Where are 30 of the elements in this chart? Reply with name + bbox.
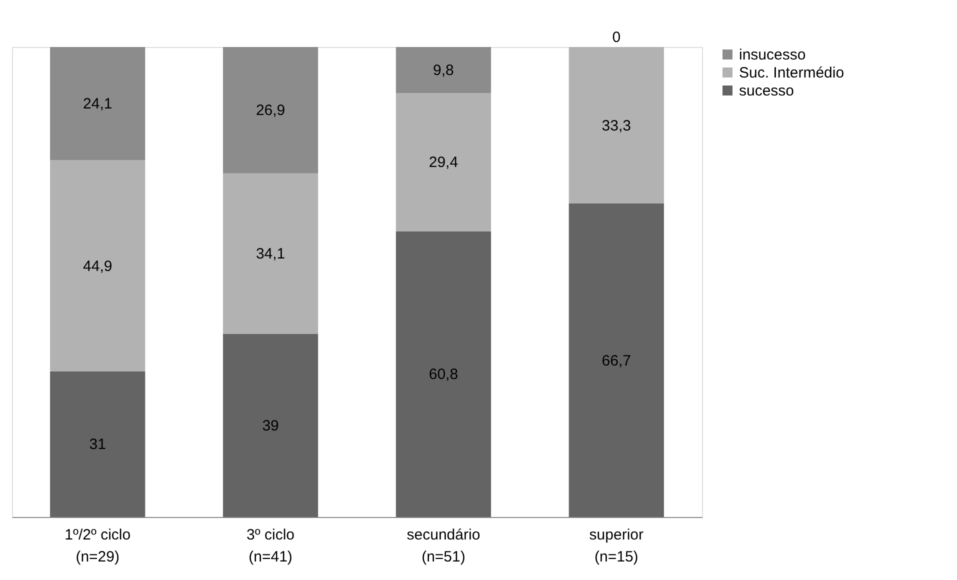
x-tick-label: secundário (n=51) [406,526,480,566]
data-label: 31 [89,436,106,454]
data-label: 26,9 [256,102,286,120]
bar [396,47,492,94]
bar [568,47,664,204]
x-tick-label: 3º ciclo (n=41) [246,526,295,566]
bar [222,47,318,174]
data-label: 29,4 [428,154,458,172]
bar [50,160,146,372]
x-tick-label: 1º/2º ciclo (n=29) [64,526,131,566]
legend-label: insucesso [739,46,806,64]
data-label: 9,8 [433,62,454,80]
data-label: 33,3 [602,117,631,134]
bar [396,93,492,232]
data-label: 44,9 [83,258,112,275]
bar [222,173,318,334]
data-label: 0 [612,29,621,46]
x-tick-label: superior (n=15) [589,526,644,566]
bar [50,371,146,517]
legend-label: sucesso [739,82,794,100]
data-label: 60,8 [428,366,458,384]
data-label: 66,7 [602,352,631,370]
bar [222,334,318,517]
data-label: 39 [262,417,279,434]
data-label: 34,1 [256,246,286,263]
bar [396,231,492,517]
bar [50,47,146,160]
data-label: 24,1 [83,96,112,113]
legend-label: Suc. Intermédio [739,64,844,82]
bar [568,204,664,517]
